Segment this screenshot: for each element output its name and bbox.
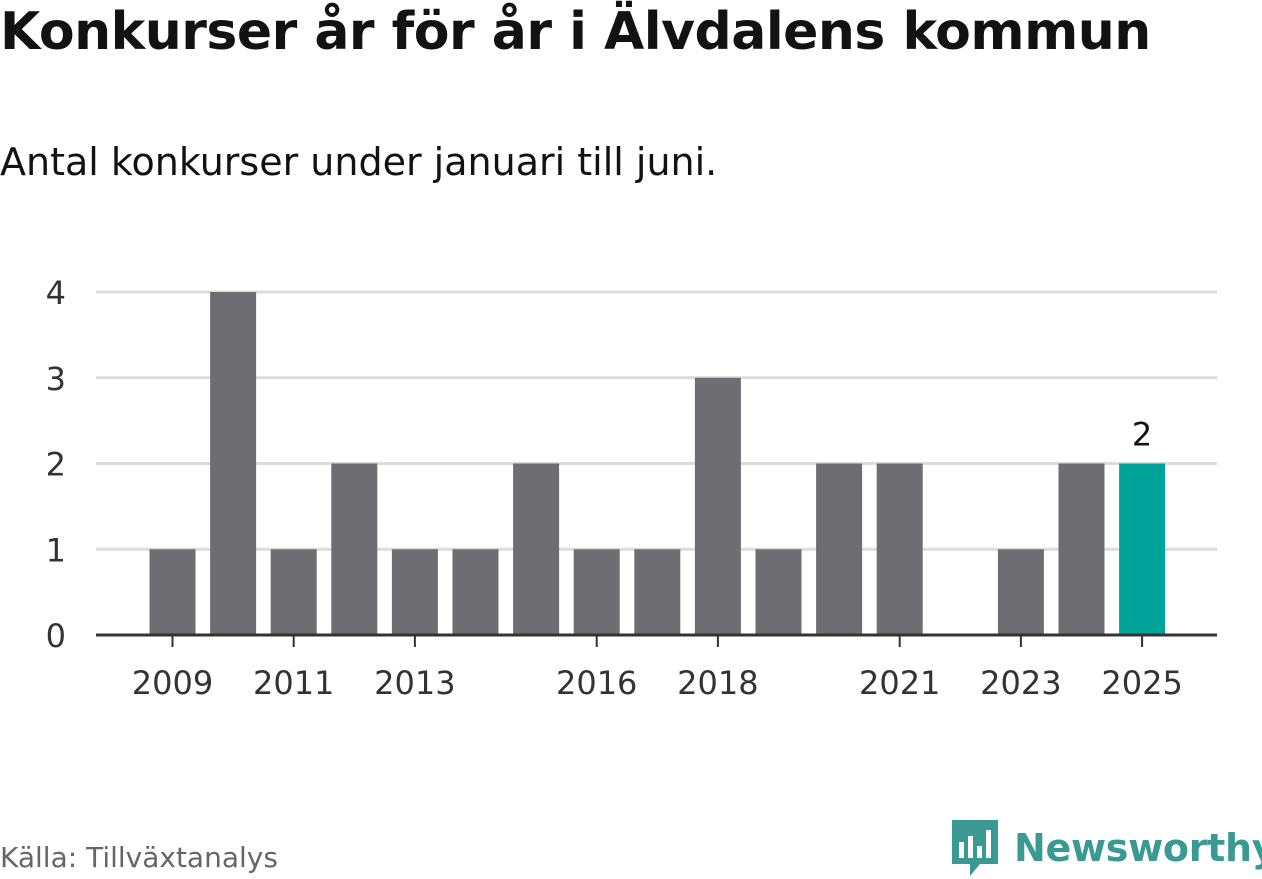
bar-2016 <box>573 549 620 635</box>
y-tick-label: 1 <box>46 531 66 569</box>
bar-2014 <box>452 549 499 635</box>
bar-2020 <box>816 463 863 635</box>
x-tick-label: 2013 <box>374 664 455 702</box>
bar-2010 <box>210 292 257 635</box>
x-tick-label: 2009 <box>132 664 213 702</box>
bar-2019 <box>755 549 802 635</box>
x-tick-label: 2025 <box>1101 664 1182 702</box>
bar-2011 <box>270 549 317 635</box>
bar-2025 <box>1119 463 1166 635</box>
y-tick-label: 0 <box>46 617 66 655</box>
bar-2009 <box>149 549 196 635</box>
bar-2013 <box>391 549 438 635</box>
y-tick-label: 3 <box>46 360 66 398</box>
x-tick-label: 2018 <box>677 664 758 702</box>
bar-2024 <box>1058 463 1105 635</box>
bar-2021 <box>876 463 923 635</box>
x-tick-label: 2016 <box>556 664 637 702</box>
bar-2018 <box>694 377 741 635</box>
newsworthy-logo-icon <box>952 820 998 876</box>
y-tick-label: 4 <box>46 274 66 312</box>
bar-2023 <box>997 549 1044 635</box>
source-label: Källa: Tillväxtanalys <box>0 841 278 874</box>
x-tick-label: 2021 <box>859 664 940 702</box>
bar-2017 <box>634 549 681 635</box>
chart-subtitle: Antal konkurser under januari till juni. <box>0 140 718 184</box>
data-label-2025: 2 <box>1132 416 1152 454</box>
x-tick-label: 2023 <box>980 664 1061 702</box>
bar-2012 <box>331 463 378 635</box>
x-tick-label: 2011 <box>253 664 334 702</box>
newsworthy-logo: Newsworthy <box>950 818 1262 878</box>
bar-2015 <box>513 463 560 635</box>
y-tick-label: 2 <box>46 446 66 484</box>
brand-name: Newsworthy <box>1014 826 1262 870</box>
chart-title: Konkurser år för år i Älvdalens kommun <box>0 2 1151 62</box>
